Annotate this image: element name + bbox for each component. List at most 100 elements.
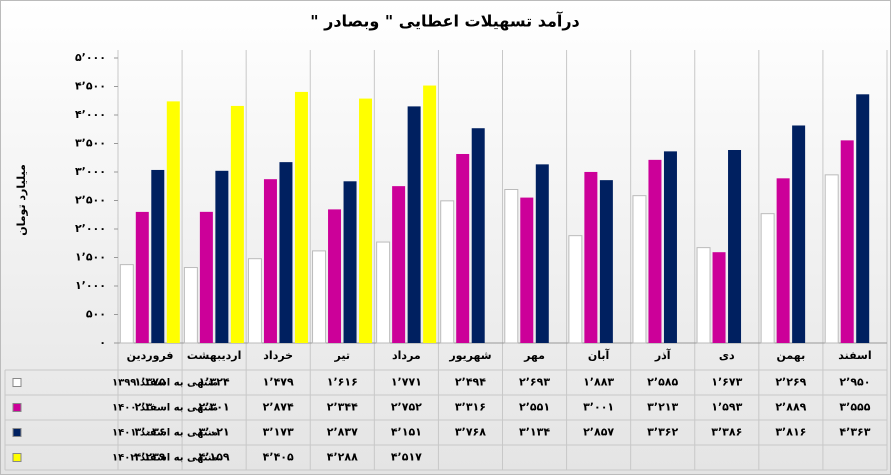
bar (712, 252, 726, 343)
table-value: ۴٬۳۶۳ (839, 426, 870, 439)
x-tick-label: تیر (334, 349, 350, 362)
table-value: ۳٬۰۲۱ (199, 426, 230, 439)
bar (599, 180, 613, 343)
table-value: ۲٬۷۵۲ (391, 401, 422, 414)
table-value: ۲٬۵۵۱ (519, 401, 550, 414)
bar (294, 91, 308, 343)
bar (376, 241, 391, 344)
bar (119, 264, 134, 344)
table-value: ۳٬۰۳۶ (135, 426, 166, 439)
bar (151, 169, 165, 343)
table-value: ۱٬۵۹۳ (711, 401, 742, 414)
legend-label: منتهی به اسفند ۱۳۹۹ (112, 378, 218, 389)
table-value: ۳٬۳۸۶ (711, 426, 742, 439)
x-tick-label: مهر (523, 349, 545, 362)
legend-swatch (12, 428, 22, 437)
table-value: ۱٬۳۲۴ (199, 376, 230, 389)
table-value: ۱٬۴۷۹ (263, 376, 294, 389)
y-tick-label: ۴٬۵۰۰ (75, 80, 106, 93)
table-value: ۱٬۷۷۱ (391, 376, 422, 389)
bar (183, 267, 198, 344)
bar (584, 171, 598, 343)
table-value: ۴٬۵۱۷ (391, 451, 422, 464)
table-value: ۲٬۸۳۷ (327, 426, 358, 439)
x-tick-label: شهریور (448, 349, 491, 362)
bar (407, 106, 421, 343)
legend-label: منتهی به اسفند ۱۴۰۱ (112, 428, 218, 439)
bar (199, 211, 213, 343)
bar (471, 128, 485, 343)
y-tick-label: ۱٬۰۰۰ (75, 279, 106, 292)
y-tick-label: ۵٬۰۰۰ (75, 51, 106, 64)
table-value: ۲٬۸۷۴ (263, 401, 294, 414)
bar (392, 186, 406, 343)
bar (359, 98, 373, 343)
y-tick-label: ۱٬۵۰۰ (75, 251, 106, 264)
y-tick-label: ۲٬۰۰۰ (75, 222, 106, 235)
table-value: ۴٬۱۵۹ (199, 451, 230, 464)
chart-title: درآمد تسهیلات اعطایی " وبصادر " (310, 11, 580, 31)
bar (728, 149, 742, 343)
legend-swatch (12, 403, 22, 412)
table-value: ۳٬۱۷۳ (263, 426, 294, 439)
bar (856, 94, 870, 344)
y-tick-label: ۲٬۵۰۰ (75, 194, 106, 207)
table-value: ۴٬۲۸۸ (327, 451, 358, 464)
table-value: ۱٬۸۸۳ (583, 376, 614, 389)
table-value: ۲٬۲۶۹ (775, 376, 806, 389)
table-value: ۲٬۳۰۰ (135, 401, 166, 414)
bar (504, 188, 519, 344)
table-value: ۳٬۵۵۵ (839, 401, 870, 414)
x-tick-label: خرداد (263, 349, 293, 362)
bar (215, 170, 229, 343)
table-value: ۲٬۹۵۰ (839, 376, 870, 389)
bar (166, 101, 180, 343)
x-tick-label: فروردین (127, 349, 174, 362)
y-tick-label: ۳٬۰۰۰ (75, 165, 106, 178)
legend-label: منتهی به اسفند ۱۴۰۰ (112, 403, 218, 414)
bar (135, 211, 149, 343)
y-tick-label: ۰ (99, 336, 106, 349)
table-value: ۲٬۶۹۳ (519, 376, 550, 389)
x-tick-label: مرداد (392, 349, 421, 362)
table-value: ۳٬۰۰۱ (583, 401, 614, 414)
bar (456, 153, 470, 343)
table-value: ۲٬۳۴۴ (327, 401, 358, 414)
bar (230, 105, 244, 343)
bar (760, 213, 775, 344)
y-tick-label: ۵۰۰ (86, 308, 106, 321)
bar (632, 195, 647, 344)
bar (840, 140, 854, 343)
table-value: ۳٬۲۱۳ (647, 401, 678, 414)
bar (263, 179, 277, 343)
bar (648, 159, 662, 343)
table-value: ۳٬۱۳۴ (519, 426, 550, 439)
bar (535, 164, 549, 343)
bar (776, 178, 790, 343)
table-value: ۳٬۷۶۸ (455, 426, 486, 439)
table-value: ۱٬۶۷۳ (711, 376, 742, 389)
table-value: ۳٬۳۶۲ (647, 426, 678, 439)
x-tick-label: اسفند (838, 349, 871, 362)
bar (696, 247, 711, 344)
table-value: ۳٬۸۱۶ (775, 426, 806, 439)
x-tick-label: بهمن (777, 349, 806, 362)
bar (663, 151, 677, 343)
bar (328, 209, 342, 343)
bar (440, 200, 455, 344)
table-value: ۲٬۳۰۱ (199, 401, 230, 414)
x-tick-label: دی (719, 349, 735, 362)
table-value: ۲٬۸۸۹ (775, 401, 806, 414)
legend-label: منتهی به اسفند ۱۴۰۲ (112, 453, 218, 464)
legend-swatch (12, 453, 22, 462)
table-value: ۲٬۸۵۷ (583, 426, 614, 439)
x-tick-label: آبان (588, 348, 610, 362)
bar (824, 174, 839, 344)
table-value: ۳٬۳۱۶ (455, 401, 486, 414)
bar (343, 181, 357, 343)
bar (520, 197, 534, 343)
table-value: ۲٬۵۸۵ (647, 376, 678, 389)
table-value: ۱٬۶۱۶ (327, 376, 358, 389)
legend-swatch (12, 378, 22, 387)
